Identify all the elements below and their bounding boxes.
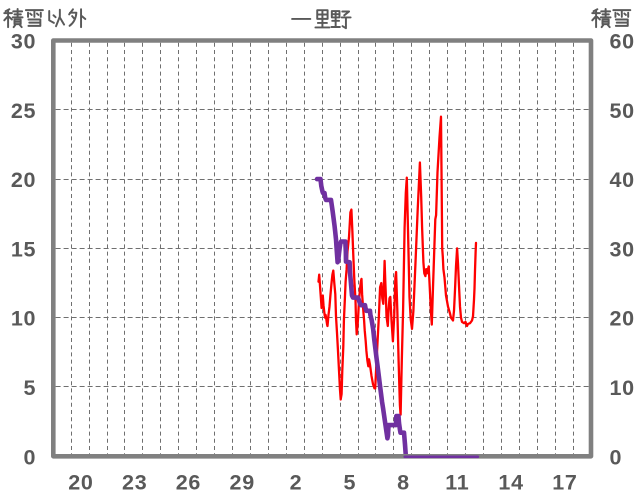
svg-text:15: 15 [11,237,36,261]
svg-text:8: 8 [397,471,410,495]
svg-text:25: 25 [11,99,36,123]
svg-text:17: 17 [552,471,577,495]
svg-text:40: 40 [610,168,635,192]
svg-text:20: 20 [68,471,93,495]
svg-text:10: 10 [610,376,635,400]
svg-text:60: 60 [610,30,635,54]
svg-text:26: 26 [176,471,201,495]
svg-text:29: 29 [230,471,255,495]
svg-text:20: 20 [610,307,635,331]
svg-text:0: 0 [610,445,623,469]
svg-text:10: 10 [11,307,36,331]
svg-text:11: 11 [445,471,469,495]
svg-text:50: 50 [610,99,635,123]
svg-text:0: 0 [24,445,37,469]
svg-text:30: 30 [11,30,36,54]
svg-text:23: 23 [122,471,147,495]
svg-text:5: 5 [24,376,37,400]
svg-text:5: 5 [343,471,356,495]
svg-text:20: 20 [11,168,36,192]
svg-text:2: 2 [290,471,303,495]
svg-text:30: 30 [610,237,635,261]
svg-text:14: 14 [498,471,523,495]
